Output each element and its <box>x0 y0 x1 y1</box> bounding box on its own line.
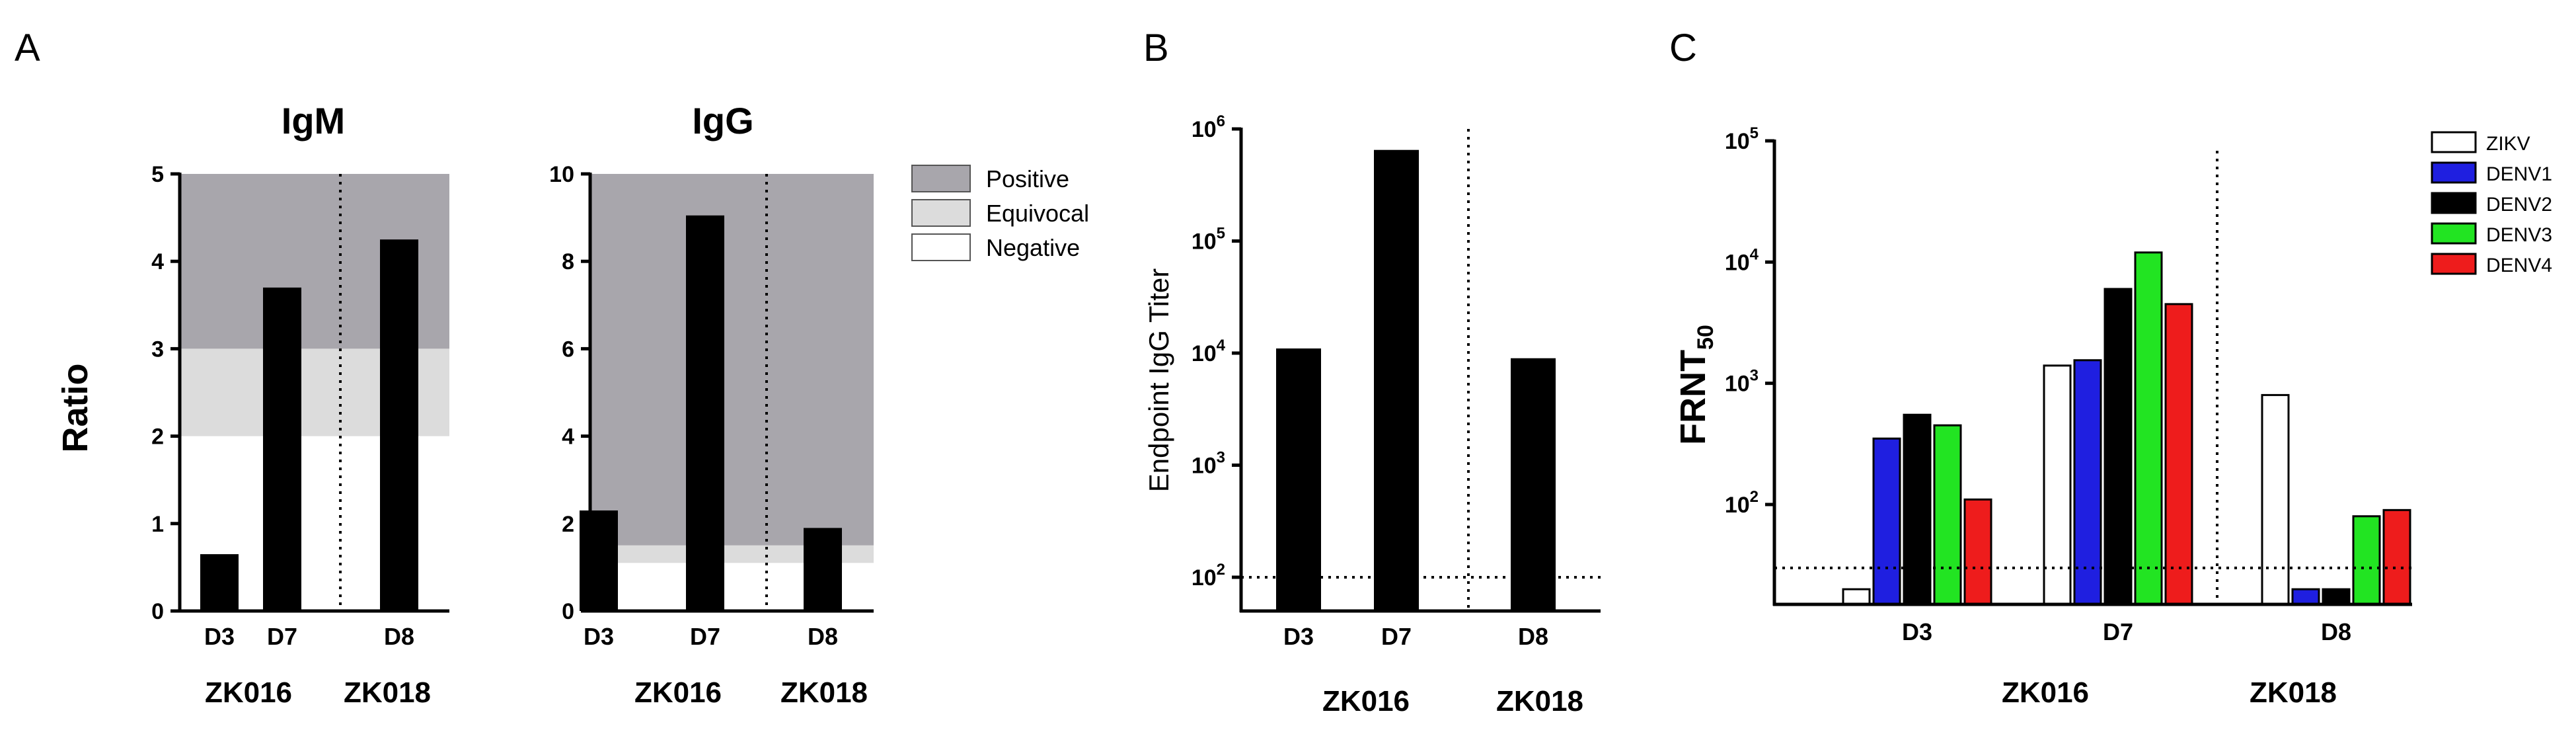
category-label-d8: D8 <box>384 623 414 650</box>
y-tick-label: 0 <box>562 599 574 624</box>
legend-label-positive: Positive <box>986 165 1069 192</box>
y-tick-label: 103 <box>1192 448 1225 478</box>
legend-swatch-equivocal <box>911 199 971 227</box>
group-label-zk016: ZK016 <box>2002 676 2089 709</box>
y-axis-label: FRNT50 <box>1673 325 1718 445</box>
category-label-d8: D8 <box>2321 618 2351 645</box>
bar-d8 <box>1511 358 1556 611</box>
y-tick-label: 1 <box>151 512 164 537</box>
bar-d7 <box>1374 149 1419 612</box>
category-label-d3: D3 <box>584 623 614 650</box>
legend-swatch-zikv <box>2431 131 2477 153</box>
panel-label-a: A <box>15 26 40 69</box>
legend-label-equivocal: Equivocal <box>986 200 1089 227</box>
y-tick-label: 0 <box>151 599 164 624</box>
bar-denv1-d8 <box>2291 588 2320 606</box>
legend-swatch-negative <box>911 233 971 261</box>
bar-zikv-d7 <box>2043 364 2072 606</box>
panel-label-c: C <box>1669 26 1697 69</box>
legend-label-denv3: DENV3 <box>2486 224 2552 246</box>
bar-denv1-d7 <box>2073 359 2102 606</box>
chart-igg: D3 D7 D8 0 2 4 6 8 10 IgG ZK016 ZK018 Positive Equivo… <box>549 100 1089 709</box>
y-tick-label: 4 <box>562 425 574 450</box>
legend-swatch-denv4 <box>2431 253 2477 275</box>
group-label-zk018: ZK018 <box>344 676 431 709</box>
chart-title: IgG <box>692 100 753 142</box>
legend-label-denv4: DENV4 <box>2486 255 2552 276</box>
chart-endpoint-titer: D3 D7 D8 102 103 104 105 106 Endpoint IgG Titer Z… <box>1143 112 1601 717</box>
legend-label-denv2: DENV2 <box>2486 194 2552 216</box>
category-label-d3: D3 <box>1283 623 1314 650</box>
y-tick-label: 105 <box>1192 224 1225 254</box>
panel-label-b: B <box>1143 26 1169 69</box>
group-label-zk018: ZK018 <box>1496 685 1583 717</box>
bar-d8 <box>804 528 842 611</box>
y-tick-label: 3 <box>151 337 164 362</box>
legend-label-negative: Negative <box>986 234 1080 261</box>
bar-denv2-d7 <box>2103 288 2133 606</box>
y-tick-label: 6 <box>562 337 574 362</box>
category-label-d7: D7 <box>1381 623 1412 650</box>
category-label-d7: D7 <box>690 623 720 650</box>
y-tick-label: 4 <box>151 249 164 274</box>
group-label-zk016: ZK016 <box>634 676 722 709</box>
bar-d3 <box>580 510 618 611</box>
bar-denv3-d7 <box>2134 251 2163 606</box>
legend-swatch-denv3 <box>2431 222 2477 245</box>
bar-denv3-d8 <box>2352 515 2381 606</box>
legend-label-zikv: ZIKV <box>2486 133 2530 155</box>
bar-denv2-d8 <box>2322 588 2351 606</box>
category-label-d8: D8 <box>808 623 838 650</box>
legend-swatch-denv1 <box>2431 161 2477 184</box>
category-label-d3: D3 <box>204 623 235 650</box>
bar-d7 <box>263 287 301 611</box>
y-tick-label: 5 <box>151 162 164 187</box>
bar-denv4-d3 <box>1963 498 1992 606</box>
legend-label-denv1: DENV1 <box>2486 163 2552 185</box>
bar-d3 <box>200 554 239 611</box>
bar-denv4-d8 <box>2382 508 2411 606</box>
legend: Positive Equivocal Negative <box>911 165 1089 261</box>
group-label-zk018: ZK018 <box>2250 676 2337 709</box>
bar-denv1-d3 <box>1872 437 1901 606</box>
bar-denv4-d7 <box>2164 303 2193 606</box>
bar-zikv-d8 <box>2261 393 2290 606</box>
category-label-d8: D8 <box>1518 623 1548 650</box>
bar-d7 <box>686 215 724 611</box>
chart-title: IgM <box>282 100 345 142</box>
y-axis-label: Endpoint IgG Titer <box>1143 268 1174 493</box>
group-label-zk016: ZK016 <box>1322 685 1410 717</box>
y-tick-label: 8 <box>562 249 574 274</box>
legend: ZIKV DENV1 DENV2 DENV3 DENV4 <box>2431 131 2552 276</box>
legend-swatch-denv2 <box>2431 192 2477 214</box>
bar-d3 <box>1276 348 1321 611</box>
group-label-zk016: ZK016 <box>205 676 292 709</box>
y-tick-label: 102 <box>1725 488 1759 518</box>
y-axis-label: Ratio <box>56 364 95 453</box>
bar-denv2-d3 <box>1903 413 1932 606</box>
group-label-zk018: ZK018 <box>780 676 868 709</box>
chart-frnt50: D3 D7 D8 102 103 104 105 FRNT50 ZK016 ZK018 ZIKV DE… <box>1673 124 2552 709</box>
y-tick-label: 106 <box>1192 112 1225 142</box>
y-tick-label: 102 <box>1192 561 1225 590</box>
bar-zikv-d3 <box>1842 588 1871 606</box>
band-positive <box>590 174 874 546</box>
y-tick-label: 10 <box>549 162 574 187</box>
category-label-d3: D3 <box>1902 618 1932 645</box>
y-tick-label: 104 <box>1725 245 1759 275</box>
y-tick-label: 2 <box>151 425 164 450</box>
bar-d8 <box>380 239 418 611</box>
chart-igm: D3 D7 D8 0 1 2 3 4 5 IgM Ratio ZK016 ZK018 <box>56 100 449 709</box>
y-tick-label: 103 <box>1725 367 1759 397</box>
bar-denv3-d3 <box>1933 424 1962 606</box>
y-tick-label: 104 <box>1192 337 1226 366</box>
category-label-d7: D7 <box>267 623 297 650</box>
y-tick-label: 105 <box>1725 124 1759 154</box>
category-label-d7: D7 <box>2103 618 2133 645</box>
y-tick-label: 2 <box>562 512 574 537</box>
legend-swatch-positive <box>911 165 971 192</box>
